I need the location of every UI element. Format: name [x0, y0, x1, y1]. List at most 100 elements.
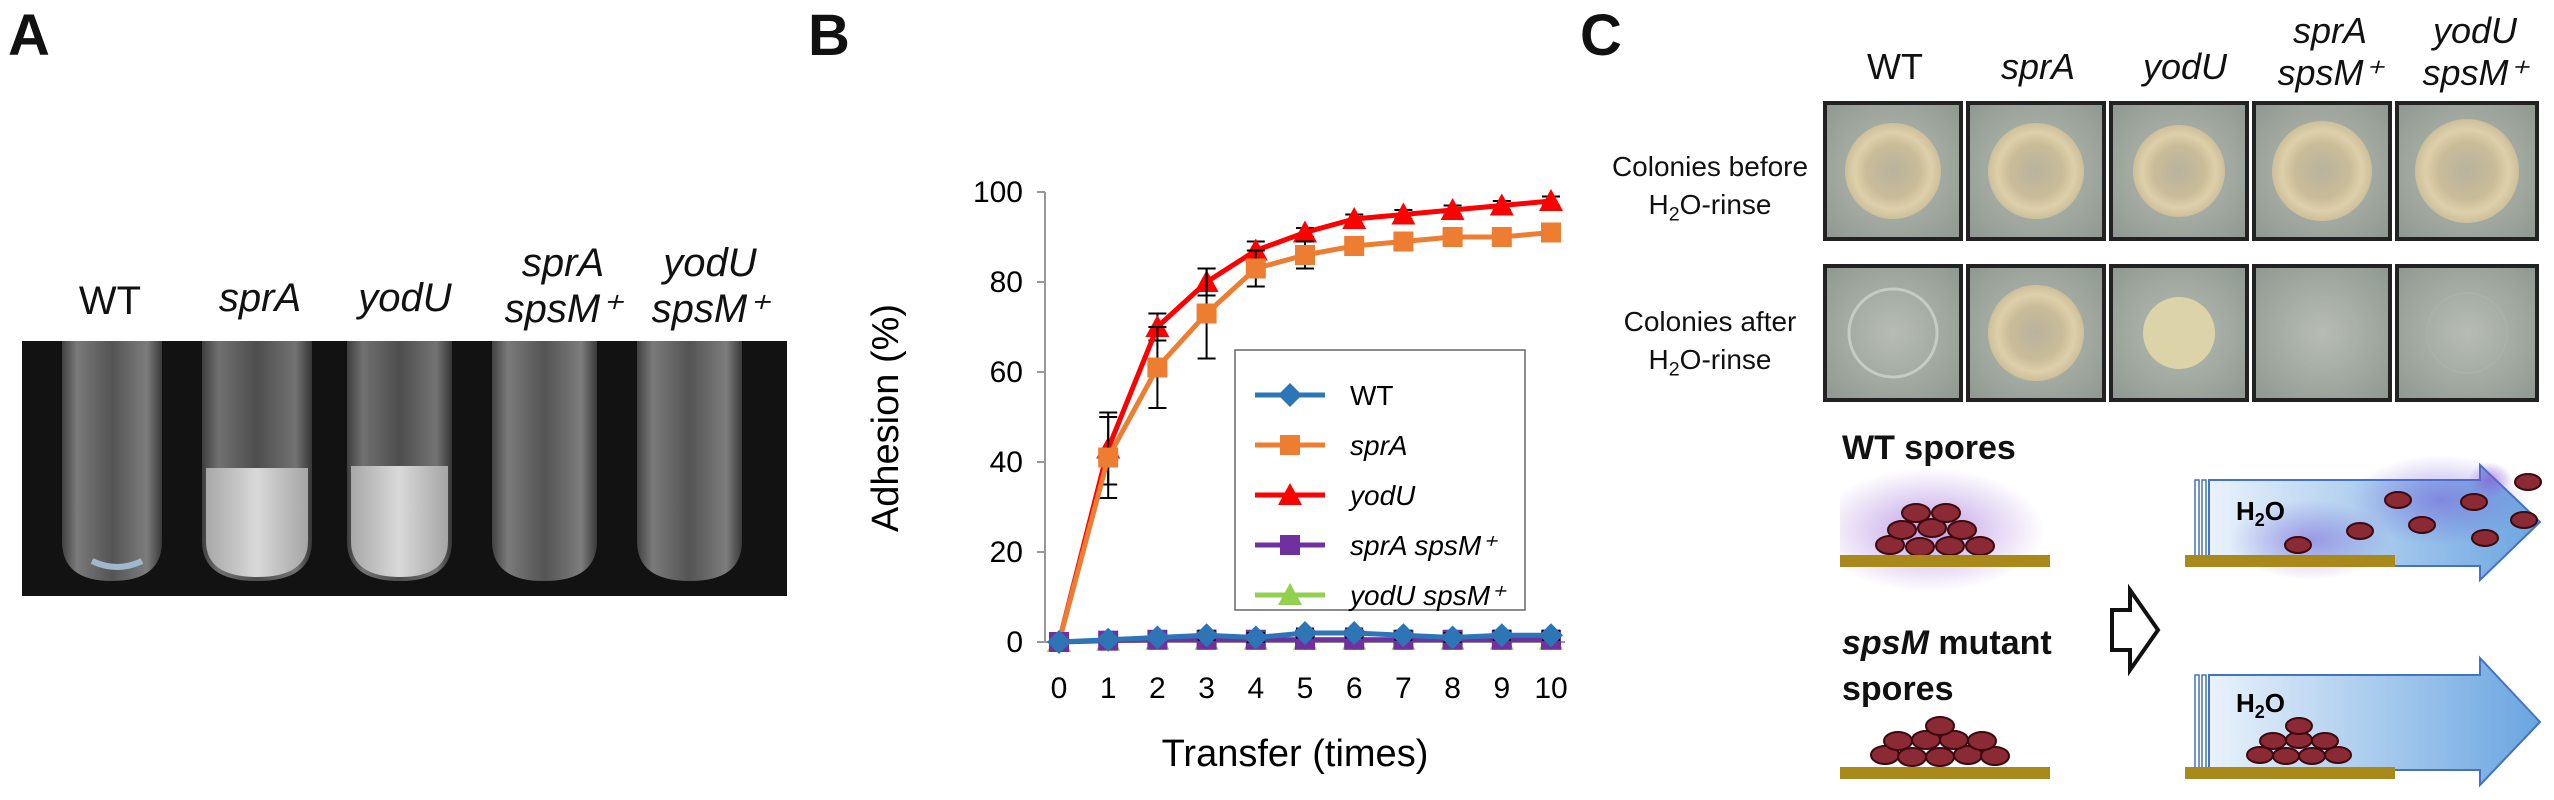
legend-marker [1278, 383, 1302, 407]
colony-before-wt [1823, 101, 1963, 241]
y-axis-label: Adhesion (%) [865, 304, 907, 532]
x-tick-label: 2 [1149, 672, 1166, 705]
x-tick-label: 6 [1346, 672, 1363, 705]
water-label-bottom: H2O [2236, 688, 2285, 722]
legend-marker [1278, 583, 1302, 605]
tube-label-wt: WT [78, 279, 142, 323]
x-tick-label: 7 [1395, 672, 1412, 705]
x-tick-label: 0 [1051, 672, 1068, 705]
tube-label-spra: sprA [218, 276, 302, 320]
panel-b-letter: B [808, 3, 850, 68]
x-tick-label: 9 [1493, 672, 1510, 705]
data-point [1196, 303, 1217, 324]
col-label-wt: WT [1867, 46, 1923, 87]
legend-label: yodU spsM⁺ [1348, 580, 1507, 611]
surface-bottom-right [2185, 767, 2395, 779]
y-tick-label: 40 [990, 446, 1023, 479]
colony-after-spra-spsm [2252, 264, 2392, 402]
tube-wt [62, 341, 162, 581]
data-point [1295, 245, 1315, 265]
spore-schematic: H2O H2O [1840, 455, 2542, 788]
data-point [1145, 625, 1170, 650]
col-label-spra: sprA [2000, 46, 2076, 87]
colony-after-spra [1966, 264, 2106, 402]
legend: WT sprA yodU sprA spsM⁺ yodU spsM⁺ [1234, 349, 1526, 611]
data-point [1541, 222, 1561, 243]
tube-label-yodu: yodU [358, 276, 452, 320]
mutant-spores-cluster [1870, 716, 2010, 767]
x-tick-label: 3 [1198, 672, 1215, 705]
data-point [1245, 258, 1266, 279]
data-point [1096, 627, 1121, 652]
surface-top-left [1840, 555, 2050, 567]
y-tick-label: 60 [990, 356, 1023, 389]
tubes-photo [22, 341, 787, 596]
col-label-spra-spsm: sprA spsM⁺ [2277, 10, 2383, 93]
x-tick-label: 4 [1247, 672, 1264, 705]
legend-marker [1280, 435, 1300, 455]
data-point [1243, 625, 1268, 650]
data-point [1391, 202, 1416, 225]
panel-c-letter: C [1580, 3, 1622, 68]
colony-after-yodu-spsm [2395, 264, 2539, 402]
right-arrow-icon [2110, 583, 2161, 677]
data-point [1344, 236, 1365, 256]
legend-label: WT [1350, 380, 1394, 411]
panel-a-letter: A [8, 3, 50, 68]
attached-mutant-spores [2246, 717, 2352, 765]
tube-label-yodu-spsm: yodU spsM⁺ [651, 241, 769, 331]
col-label-yodu-spsm: yodU spsM⁺ [2422, 10, 2528, 93]
data-point [1098, 447, 1119, 468]
data-point [1489, 623, 1514, 648]
row-label-before: Colonies before H2O-rinse [1611, 151, 1809, 226]
surface-top-right [2185, 555, 2395, 567]
data-point [1047, 630, 1071, 654]
data-point [1440, 625, 1465, 650]
data-point [1442, 227, 1463, 247]
colony-before-yodu [2109, 101, 2249, 241]
data-point [1147, 357, 1168, 378]
x-tick-label: 5 [1297, 672, 1314, 705]
tube-spra-suspension [206, 468, 308, 577]
x-axis-label: Transfer (times) [1162, 733, 1429, 775]
colony-before-spra-spsm [2252, 101, 2392, 241]
col-label-yodu: yodU [2142, 46, 2228, 87]
data-point [1342, 207, 1367, 229]
legend-label: yodU [1348, 480, 1416, 511]
water-flow-arrow-bottom [2194, 655, 2542, 788]
data-point [1393, 231, 1414, 252]
y-tick-label: 100 [973, 176, 1023, 209]
x-tick-label: 1 [1100, 672, 1117, 705]
data-point [1491, 227, 1512, 247]
y-tick-label: 80 [990, 266, 1023, 299]
tube-spra-spsm [492, 341, 597, 581]
water-label-top: H2O [2236, 496, 2285, 530]
colony-after-yodu [2109, 264, 2249, 402]
row-label-after: Colonies after H2O-rinse [1623, 306, 1797, 381]
colony-grid [1823, 101, 2539, 402]
data-point [1293, 621, 1317, 645]
data-point [1539, 189, 1563, 211]
series-0 [1047, 621, 1563, 654]
tube-label-spra-spsm: sprA spsM⁺ [504, 241, 622, 331]
legend-marker [1278, 483, 1302, 505]
tube-yodu-suspension [351, 466, 448, 577]
colony-after-wt [1823, 264, 1963, 402]
colony-before-spra [1966, 101, 2106, 241]
colony-before-yodu-spsm [2395, 101, 2539, 241]
legend-marker [1280, 535, 1300, 555]
data-point [1293, 220, 1317, 243]
wt-spores-cluster [1840, 468, 2045, 592]
tube-yodu-spsm [637, 341, 742, 581]
data-point [1489, 193, 1514, 216]
detached-spores [2284, 473, 2542, 554]
data-point [1539, 623, 1563, 648]
legend-label: sprA [1350, 430, 1408, 461]
y-tick-label: 20 [990, 536, 1023, 569]
data-point [1440, 198, 1465, 220]
x-tick-label: 8 [1444, 672, 1461, 705]
y-tick-label: 0 [1006, 626, 1023, 659]
x-tick-label: 10 [1534, 672, 1567, 705]
wt-spores-label: WT spores [1842, 429, 2016, 467]
